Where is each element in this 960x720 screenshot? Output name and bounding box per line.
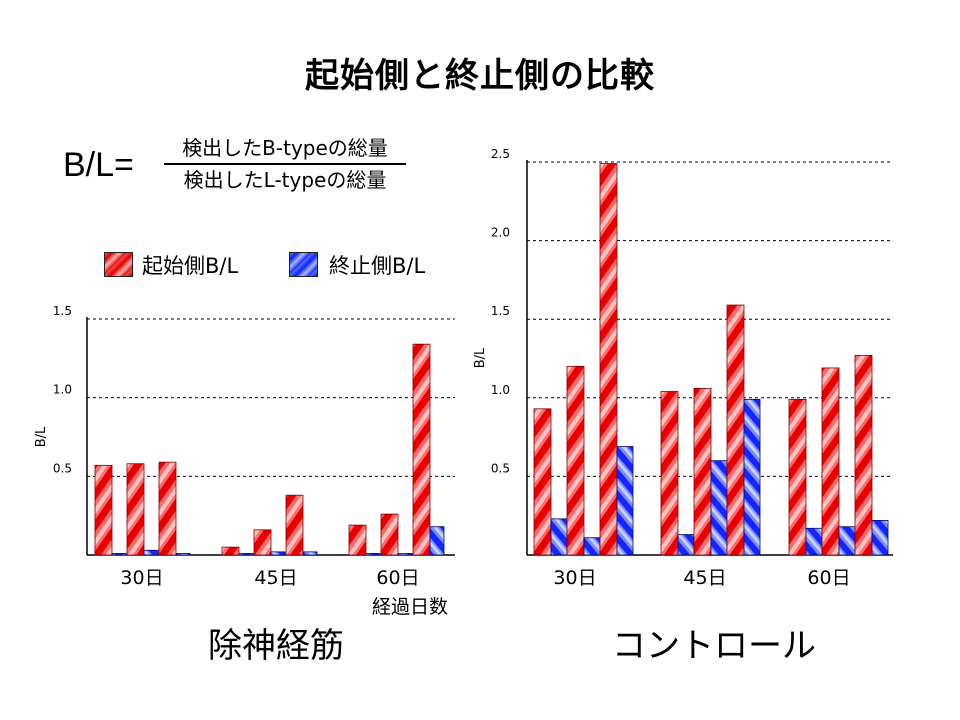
bar-end-30日-2 xyxy=(583,537,601,556)
bar-start-45日-2 xyxy=(253,529,272,556)
y-axis-label: B/L xyxy=(473,347,488,368)
bar-start-30日-2 xyxy=(566,365,585,556)
y-axis-label: B/L xyxy=(34,426,49,447)
bar-start-45日-1 xyxy=(660,391,679,556)
x-category-label: 60日 xyxy=(376,567,419,589)
y-tick-label: 2.0 xyxy=(491,226,510,240)
panel-label-control: コントロール xyxy=(612,626,816,666)
bar-end-30日-3 xyxy=(175,553,191,556)
bar-start-30日-3 xyxy=(158,461,177,556)
bar-end-45日-3 xyxy=(743,398,761,556)
bar-start-60日-1 xyxy=(348,524,367,556)
bar-end-45日-3 xyxy=(302,551,318,556)
formula-denominator: 検出したL-typeの総量 xyxy=(183,168,387,192)
bar-start-60日-1 xyxy=(788,398,807,556)
bar-start-60日-3 xyxy=(412,343,431,556)
x-category-label: 30日 xyxy=(553,567,596,589)
bar-start-45日-3 xyxy=(285,494,304,556)
bar-end-60日-2 xyxy=(838,526,856,556)
x-category-label: 30日 xyxy=(120,567,163,589)
bar-end-45日-2 xyxy=(270,551,286,556)
bar-start-60日-2 xyxy=(380,513,399,556)
bar-start-45日-1 xyxy=(221,546,240,556)
y-tick-label: 1.0 xyxy=(491,383,510,397)
bar-end-45日-1 xyxy=(677,534,695,556)
bar-start-60日-2 xyxy=(821,367,840,556)
x-axis-label: 経過日数 xyxy=(372,596,448,618)
bar-end-60日-2 xyxy=(397,553,413,556)
bar-end-30日-2 xyxy=(143,549,159,556)
y-tick-label: 0.5 xyxy=(491,461,510,475)
bar-end-30日-1 xyxy=(111,553,127,556)
bar-end-30日-1 xyxy=(550,518,568,556)
x-category-label: 60日 xyxy=(807,567,850,589)
formula-numerator: 検出したB-typeの総量 xyxy=(182,136,388,160)
y-tick-label: 1.5 xyxy=(491,304,510,318)
y-tick-label: 2.5 xyxy=(491,147,510,161)
bar-end-60日-3 xyxy=(429,526,445,556)
bar-end-45日-1 xyxy=(238,553,254,556)
chart-control: 0.5 1.0 1.5 2.0 2.5 B/L 30日 45日 60日 xyxy=(473,147,893,589)
page-title: 起始側と終止側の比較 xyxy=(305,56,655,96)
formula-lhs: B/L= xyxy=(63,146,134,184)
legend-swatch-blue xyxy=(289,252,318,277)
x-category-label: 45日 xyxy=(254,567,297,589)
bar-start-60日-3 xyxy=(854,354,873,556)
bar-end-60日-1 xyxy=(805,527,823,556)
fraction-bar xyxy=(164,163,406,165)
bar-start-30日-1 xyxy=(533,408,552,556)
legend-label-end: 終止側B/L xyxy=(329,254,426,278)
bar-end-60日-3 xyxy=(871,520,889,556)
bar-end-45日-2 xyxy=(710,460,728,556)
x-category-label: 45日 xyxy=(683,567,726,589)
legend-label-start: 起始側B/L xyxy=(142,254,239,278)
bar-start-45日-2 xyxy=(693,387,712,556)
bar-start-30日-3 xyxy=(599,163,618,556)
formula-fraction: 検出したB-typeの総量 検出したL-typeの総量 xyxy=(160,133,410,195)
bar-start-45日-3 xyxy=(726,304,745,556)
bar-end-60日-1 xyxy=(365,553,381,556)
bar-start-30日-2 xyxy=(126,463,145,556)
panel-label-denervated: 除神経筋 xyxy=(208,626,344,666)
bar-end-30日-3 xyxy=(616,446,634,556)
legend-swatch-red xyxy=(104,252,133,277)
bar-start-30日-1 xyxy=(94,464,113,556)
y-tick-label: 1.5 xyxy=(53,304,72,318)
y-tick-label: 0.5 xyxy=(53,461,72,475)
y-tick-label: 1.0 xyxy=(53,383,72,397)
